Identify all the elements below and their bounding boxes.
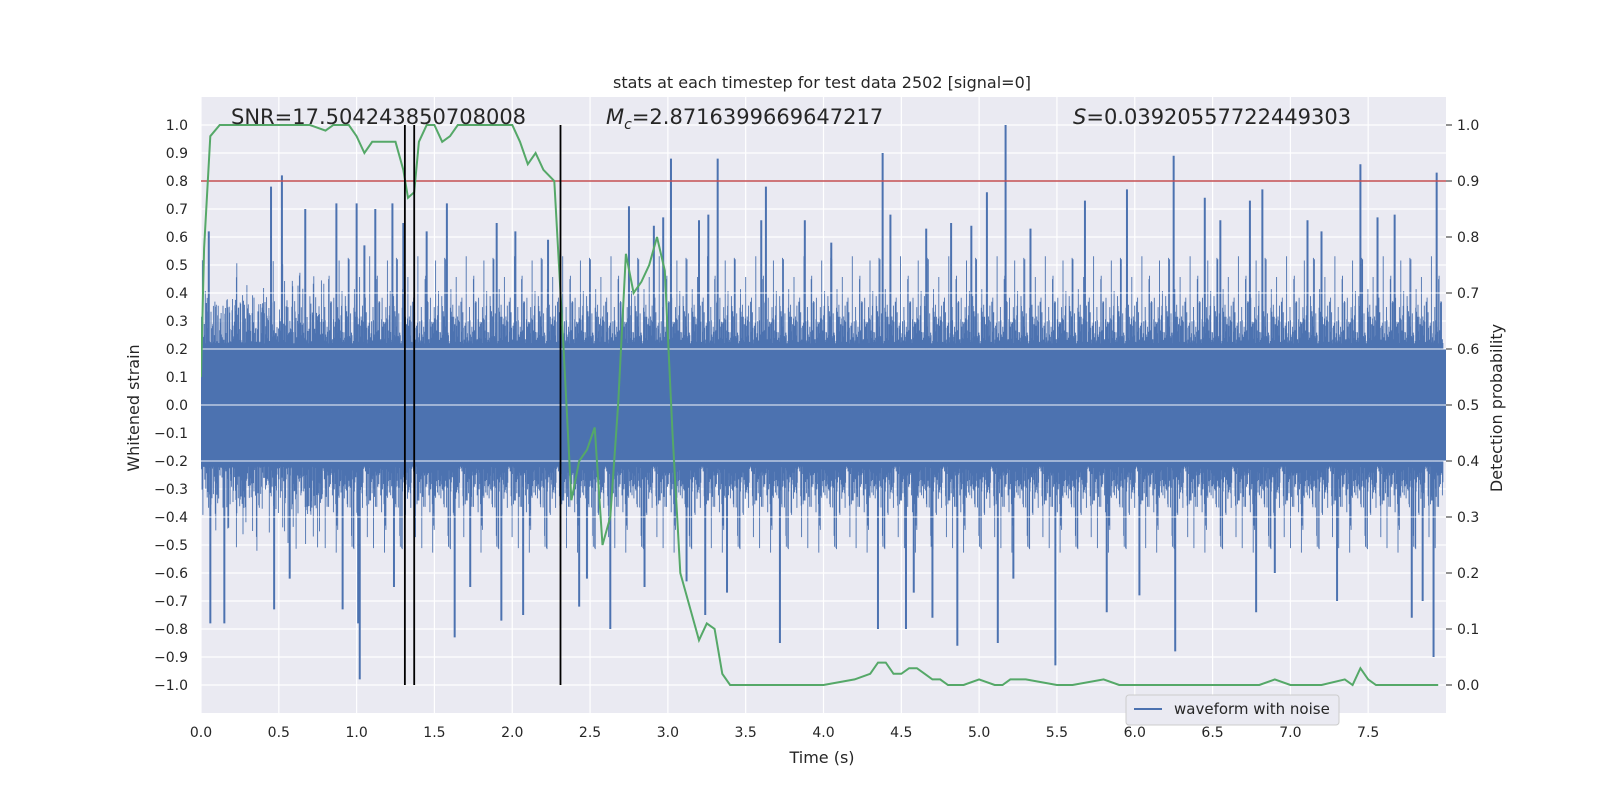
right-tick-label: 0.4 xyxy=(1457,454,1479,470)
right-tick-label: 0.7 xyxy=(1457,286,1479,302)
detection-probability-line xyxy=(201,124,1439,687)
left-tick-label: 0.7 xyxy=(166,202,188,218)
left-tick-label: −0.7 xyxy=(154,594,188,610)
snr-annotation: SNR=17.504243850708008 xyxy=(231,105,526,129)
chirp-mass-annotation: Mc=2.8716399669647217 xyxy=(606,105,883,133)
chirp-mass-subscript: c xyxy=(624,117,632,133)
x-tick-label: 6.5 xyxy=(1201,725,1223,741)
x-tick-label: 0.5 xyxy=(268,725,290,741)
left-axis-ticks: 1.0 0.9 0.8 0.7 0.6 0.5 0.4 0.3 0.2 0.1 0.0 −0.1 −0.… xyxy=(154,118,188,694)
x-tick-label: 6.0 xyxy=(1124,725,1146,741)
left-tick-label: −0.9 xyxy=(154,650,188,666)
left-tick-label: 0.0 xyxy=(166,398,188,414)
x-tick-label: 7.0 xyxy=(1279,725,1301,741)
legend-box xyxy=(1125,694,1340,726)
right-axis-ticks: 1.0 0.9 0.8 0.7 0.6 0.5 0.4 0.3 0.2 0.1 0.0 xyxy=(1446,118,1479,694)
left-tick-label: 1.0 xyxy=(166,118,188,134)
x-tick-label: 4.0 xyxy=(812,725,834,741)
right-tick-label: 0.1 xyxy=(1457,622,1479,638)
x-tick-label: 1.5 xyxy=(423,725,445,741)
chirp-mass-symbol: M xyxy=(606,105,624,129)
left-tick-label: 0.4 xyxy=(166,286,188,302)
left-tick-label: −0.6 xyxy=(154,566,188,582)
x-tick-label: 3.0 xyxy=(657,725,679,741)
chart-title: stats at each timestep for test data 250… xyxy=(613,73,1031,92)
left-tick-label: 0.6 xyxy=(166,230,188,246)
right-tick-label: 0.9 xyxy=(1457,174,1479,190)
left-tick-label: −0.4 xyxy=(154,510,188,526)
legend-label-waveform: waveform with noise xyxy=(1174,700,1330,718)
left-tick-label: −0.8 xyxy=(154,622,188,638)
left-tick-label: −0.1 xyxy=(154,426,188,442)
vertical-markers xyxy=(403,125,562,685)
x-axis-label: Time (s) xyxy=(788,748,854,767)
right-tick-label: 0.6 xyxy=(1457,342,1479,358)
right-tick-label: 0.3 xyxy=(1457,510,1479,526)
x-tick-label: 3.5 xyxy=(735,725,757,741)
left-tick-label: −0.3 xyxy=(154,482,188,498)
left-tick-label: 0.8 xyxy=(166,174,188,190)
right-tick-label: 0.8 xyxy=(1457,230,1479,246)
left-tick-label: 0.5 xyxy=(166,258,188,274)
x-tick-label: 2.5 xyxy=(579,725,601,741)
left-tick-label: 0.2 xyxy=(166,342,188,358)
right-tick-label: 0.2 xyxy=(1457,566,1479,582)
x-tick-label: 0.0 xyxy=(190,725,212,741)
s-statistic-value: =0.03920557722449303 xyxy=(1086,105,1351,129)
waveform-series xyxy=(201,125,1446,680)
x-tick-label: 7.5 xyxy=(1357,725,1379,741)
x-tick-label: 5.0 xyxy=(968,725,990,741)
left-tick-label: −1.0 xyxy=(154,678,188,694)
legend: waveform with noise xyxy=(1125,694,1340,726)
right-tick-label: 0.0 xyxy=(1457,678,1479,694)
x-tick-label: 1.0 xyxy=(345,725,367,741)
x-tick-label: 4.5 xyxy=(890,725,912,741)
right-tick-label: 0.5 xyxy=(1457,398,1479,414)
left-tick-label: −0.2 xyxy=(154,454,188,470)
left-tick-label: −0.5 xyxy=(154,538,188,554)
left-tick-label: 0.1 xyxy=(166,370,188,386)
s-statistic-annotation: S=0.03920557722449303 xyxy=(1073,105,1351,129)
right-axis-label: Detection probability xyxy=(1487,324,1506,492)
chirp-mass-value: =2.8716399669647217 xyxy=(632,105,883,129)
s-statistic-symbol: S xyxy=(1073,105,1086,129)
x-tick-label: 5.5 xyxy=(1046,725,1068,741)
x-axis-ticks: 0.0 0.5 1.0 1.5 2.0 2.5 3.0 3.5 4.0 4.5 5.0 5.5 6.0 6… xyxy=(190,725,1379,741)
left-axis-label: Whitened strain xyxy=(124,344,143,471)
right-tick-label: 1.0 xyxy=(1457,118,1479,134)
x-tick-label: 2.0 xyxy=(501,725,523,741)
left-tick-label: 0.3 xyxy=(166,314,188,330)
left-tick-label: 0.9 xyxy=(166,146,188,162)
